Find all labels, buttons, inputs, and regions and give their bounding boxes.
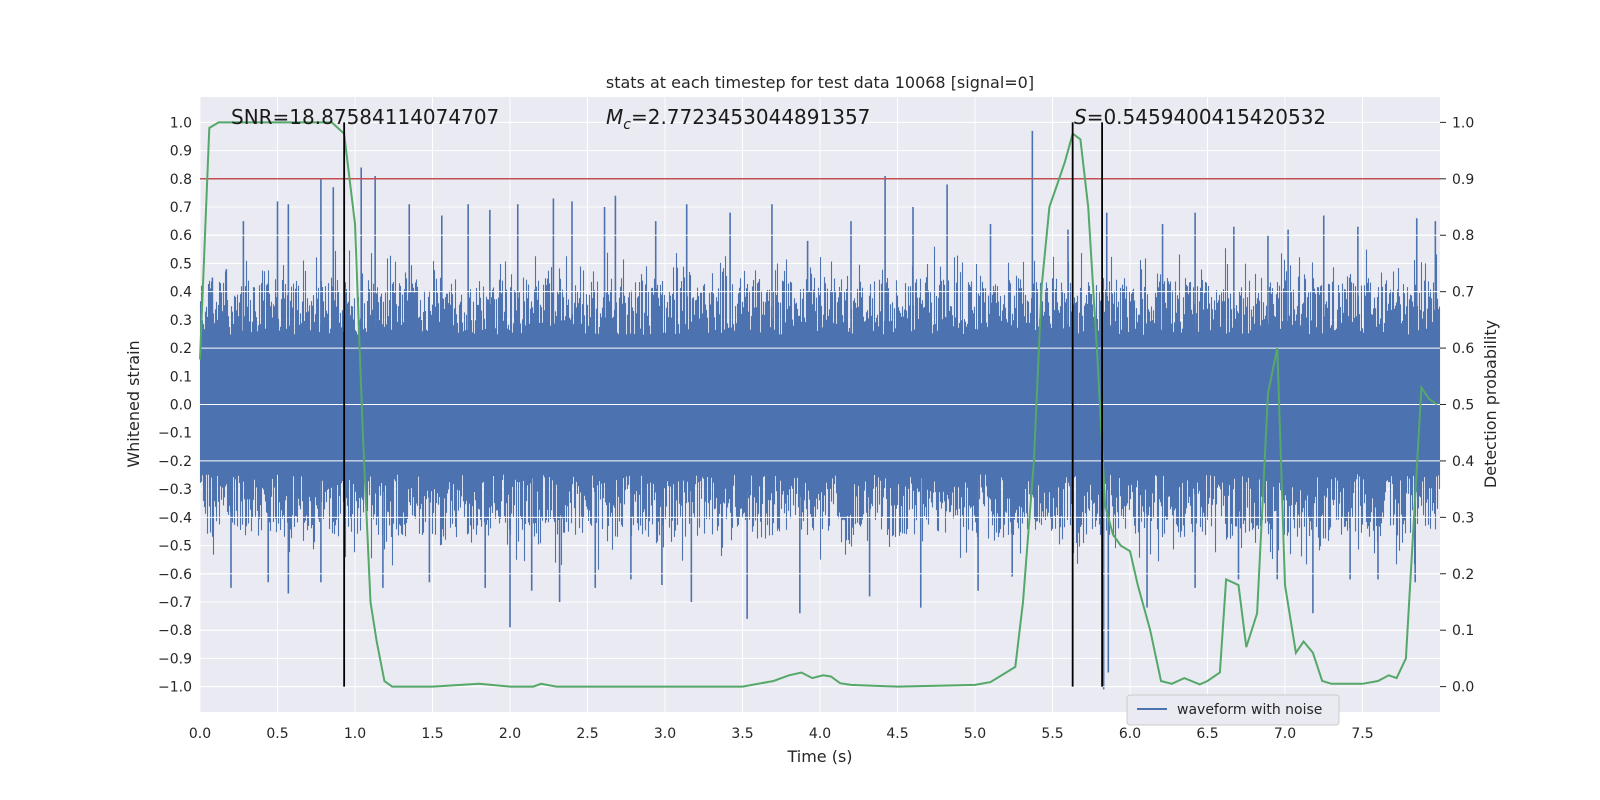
y2-tick-label: 0.4 (1452, 454, 1474, 470)
chirp-mass-value: =2.7723453044891357 (631, 105, 870, 129)
y-tick-label: −0.8 (158, 623, 192, 639)
y2-tick-labels: 1.0 0.9 0.8 0.7 0.6 0.5 0.4 0.3 0.2 0.1 0.0 (1440, 115, 1474, 696)
x-tick-label: 1.5 (421, 726, 443, 742)
y-axis-label: Whitened strain (124, 340, 143, 467)
s-symbol: S (1074, 105, 1087, 129)
y2-tick-label: 0.9 (1452, 172, 1474, 188)
y2-tick-label: 0.5 (1452, 398, 1474, 414)
y2-tick-label: 1.0 (1452, 115, 1474, 131)
legend: waveform with noise (1126, 694, 1340, 726)
y-tick-label: 0.6 (170, 228, 192, 244)
s-annotation: S=0.5459400415420532 (1074, 105, 1326, 129)
y-tick-label: 0.4 (170, 285, 192, 301)
y-tick-label: −0.2 (158, 454, 192, 470)
s-value: =0.5459400415420532 (1087, 105, 1326, 129)
detection-probability-line (199, 121, 1438, 688)
y2-tick-label: 0.2 (1452, 567, 1474, 583)
chirp-mass-subscript: c (623, 117, 631, 133)
y-tick-label: −0.3 (158, 482, 192, 498)
y2-tick-label: 0.1 (1452, 623, 1474, 639)
y2-tick-label: 0.0 (1452, 680, 1474, 696)
x-tick-label: 0.5 (266, 726, 288, 742)
y2-tick-label: 0.6 (1452, 341, 1474, 357)
snr-annotation: SNR=18.87584114074707 (231, 105, 499, 129)
y-tick-label: −0.6 (158, 567, 192, 583)
y2-tick-label: 0.3 (1452, 510, 1474, 526)
x-tick-label: 1.0 (344, 726, 366, 742)
y-tick-label: −0.7 (158, 595, 192, 611)
y2-axis-label: Detection probability (1481, 320, 1500, 488)
y-tick-label: 0.1 (170, 369, 192, 385)
x-tick-label: 0.0 (189, 726, 211, 742)
x-tick-label: 4.0 (809, 726, 831, 742)
x-tick-label: 6.0 (1119, 726, 1141, 742)
y-tick-label: −0.9 (158, 651, 192, 667)
y-tick-label: 0.7 (170, 200, 192, 216)
chirp-mass-symbol: M (606, 105, 623, 129)
y-tick-label: 0.5 (170, 256, 192, 272)
x-tick-label: 7.5 (1351, 726, 1373, 742)
x-tick-label: 3.0 (654, 726, 676, 742)
y-tick-label: −1.0 (158, 680, 192, 696)
x-tick-label: 2.0 (499, 726, 521, 742)
y-tick-label: 0.3 (170, 313, 192, 329)
waveform-envelope (199, 246, 1441, 570)
y-tick-label: 0.9 (170, 144, 192, 160)
y-tick-label: 0.0 (170, 398, 192, 414)
y-tick-label: 1.0 (170, 115, 192, 131)
waveform-series (199, 130, 1441, 690)
x-tick-label: 4.5 (886, 726, 908, 742)
y2-tick-label: 0.8 (1452, 228, 1474, 244)
vertical-markers (343, 122, 1103, 687)
chirp-mass-annotation: Mc=2.7723453044891357 (606, 105, 870, 133)
x-tick-label: 2.5 (576, 726, 598, 742)
y-tick-labels: 1.0 0.9 0.8 0.7 0.6 0.5 0.4 0.3 0.2 0.1 0.0 −0.1 −0.… (158, 115, 192, 695)
x-tick-labels: 0.0 0.5 1.0 1.5 2.0 2.5 3.0 3.5 4.0 4.5 5.0 5.5 6.0 6… (189, 726, 1374, 742)
y-tick-label: −0.5 (158, 539, 192, 555)
y-tick-label: 0.8 (170, 172, 192, 188)
legend-box (1126, 694, 1340, 726)
y-tick-label: −0.1 (158, 426, 192, 442)
x-axis-label: Time (s) (786, 747, 852, 766)
x-tick-label: 7.0 (1274, 726, 1296, 742)
x-tick-label: 6.5 (1196, 726, 1218, 742)
legend-label: waveform with noise (1177, 702, 1322, 718)
x-tick-label: 3.5 (731, 726, 753, 742)
y-tick-label: −0.4 (158, 510, 192, 526)
y-tick-label: 0.2 (170, 341, 192, 357)
chart-title: stats at each timestep for test data 100… (606, 73, 1034, 92)
x-tick-label: 5.0 (964, 726, 986, 742)
y2-tick-label: 0.7 (1452, 285, 1474, 301)
x-tick-label: 5.5 (1041, 726, 1063, 742)
